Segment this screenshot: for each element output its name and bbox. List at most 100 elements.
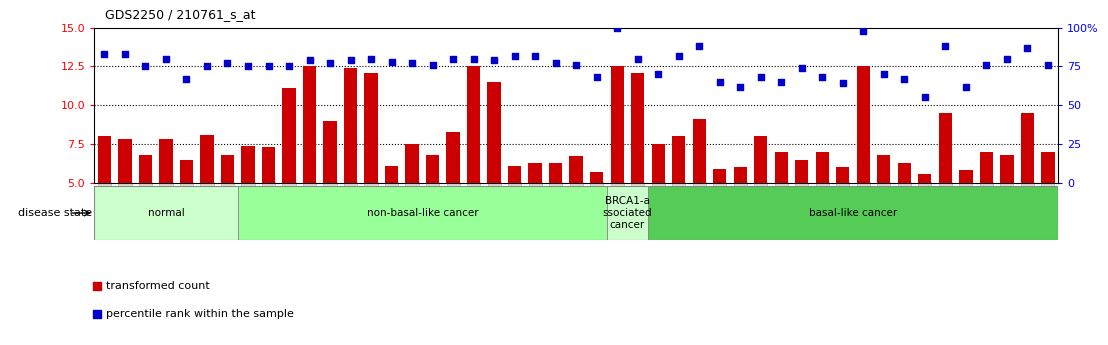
Point [177,76,195,81]
Point [444,56,462,61]
Bar [447,132,460,183]
Bar [179,159,193,183]
Point [362,56,380,61]
Bar [466,66,480,183]
Point [875,71,893,77]
Bar [548,163,563,183]
Point [526,53,544,58]
Point [649,71,667,77]
Bar [1020,113,1034,183]
Bar [960,170,973,183]
Point [813,75,831,80]
Bar [607,186,648,240]
Bar [201,135,214,183]
Point [1018,45,1036,50]
Point [382,59,400,65]
Bar [837,167,850,183]
Point [239,63,257,69]
Point [957,84,975,89]
Bar [919,174,932,183]
Bar [384,166,398,183]
Point [588,75,606,80]
Bar [119,139,132,183]
Text: BRCA1-a
ssociated
cancer: BRCA1-a ssociated cancer [603,196,653,230]
Bar [138,155,152,183]
Bar [897,163,911,183]
Text: disease state: disease state [18,208,92,218]
Bar [878,155,891,183]
Text: non-basal-like cancer: non-basal-like cancer [367,208,479,218]
Point [505,53,523,58]
Point [116,51,134,57]
Text: basal-like cancer: basal-like cancer [809,208,897,218]
Point [854,28,872,33]
Point [731,84,749,89]
Point [485,57,503,63]
Point [136,63,154,69]
Point [341,57,359,63]
Point [198,63,216,69]
Text: transformed count: transformed count [106,282,211,292]
Point [218,61,236,66]
Point [567,62,585,68]
Bar [261,147,275,183]
Bar [692,119,706,183]
Point [608,25,626,30]
Point [403,61,421,66]
Bar [238,186,607,240]
Point [916,95,934,100]
Bar [302,66,316,183]
Bar [242,146,255,183]
Bar [673,136,686,183]
Point [998,56,1016,61]
Bar [283,88,296,183]
Point [936,43,954,49]
Bar [611,66,624,183]
Bar [488,82,501,183]
Bar [343,68,357,183]
Point [259,63,277,69]
Point [280,63,298,69]
Bar [220,155,234,183]
Bar [938,113,952,183]
Bar [648,186,1058,240]
Point [834,81,852,86]
Bar [714,169,727,183]
Point [711,79,729,85]
Bar [425,155,439,183]
Point [464,56,482,61]
Bar [733,167,747,183]
Bar [406,144,419,183]
Point [629,56,647,61]
Bar [652,144,665,183]
Point [752,75,770,80]
Bar [774,152,788,183]
Point [300,57,318,63]
Point [977,62,995,68]
Bar [365,73,378,183]
Point [793,65,811,71]
Bar [815,152,829,183]
Bar [856,66,870,183]
Text: percentile rank within the sample: percentile rank within the sample [106,309,295,319]
Point [690,43,708,49]
Point [423,62,441,68]
Point [772,79,790,85]
Bar [160,139,173,183]
Bar [98,136,111,183]
Bar [1042,152,1055,183]
Point [546,61,564,66]
Point [388,145,406,150]
Bar [507,166,521,183]
Bar [529,163,542,183]
Text: normal: normal [147,208,184,218]
Bar [570,157,583,183]
Point [95,51,113,57]
Point [157,56,175,61]
Point [670,53,688,58]
Point [895,76,913,81]
Bar [94,186,238,240]
Bar [324,121,337,183]
Bar [632,73,645,183]
Bar [589,172,604,183]
